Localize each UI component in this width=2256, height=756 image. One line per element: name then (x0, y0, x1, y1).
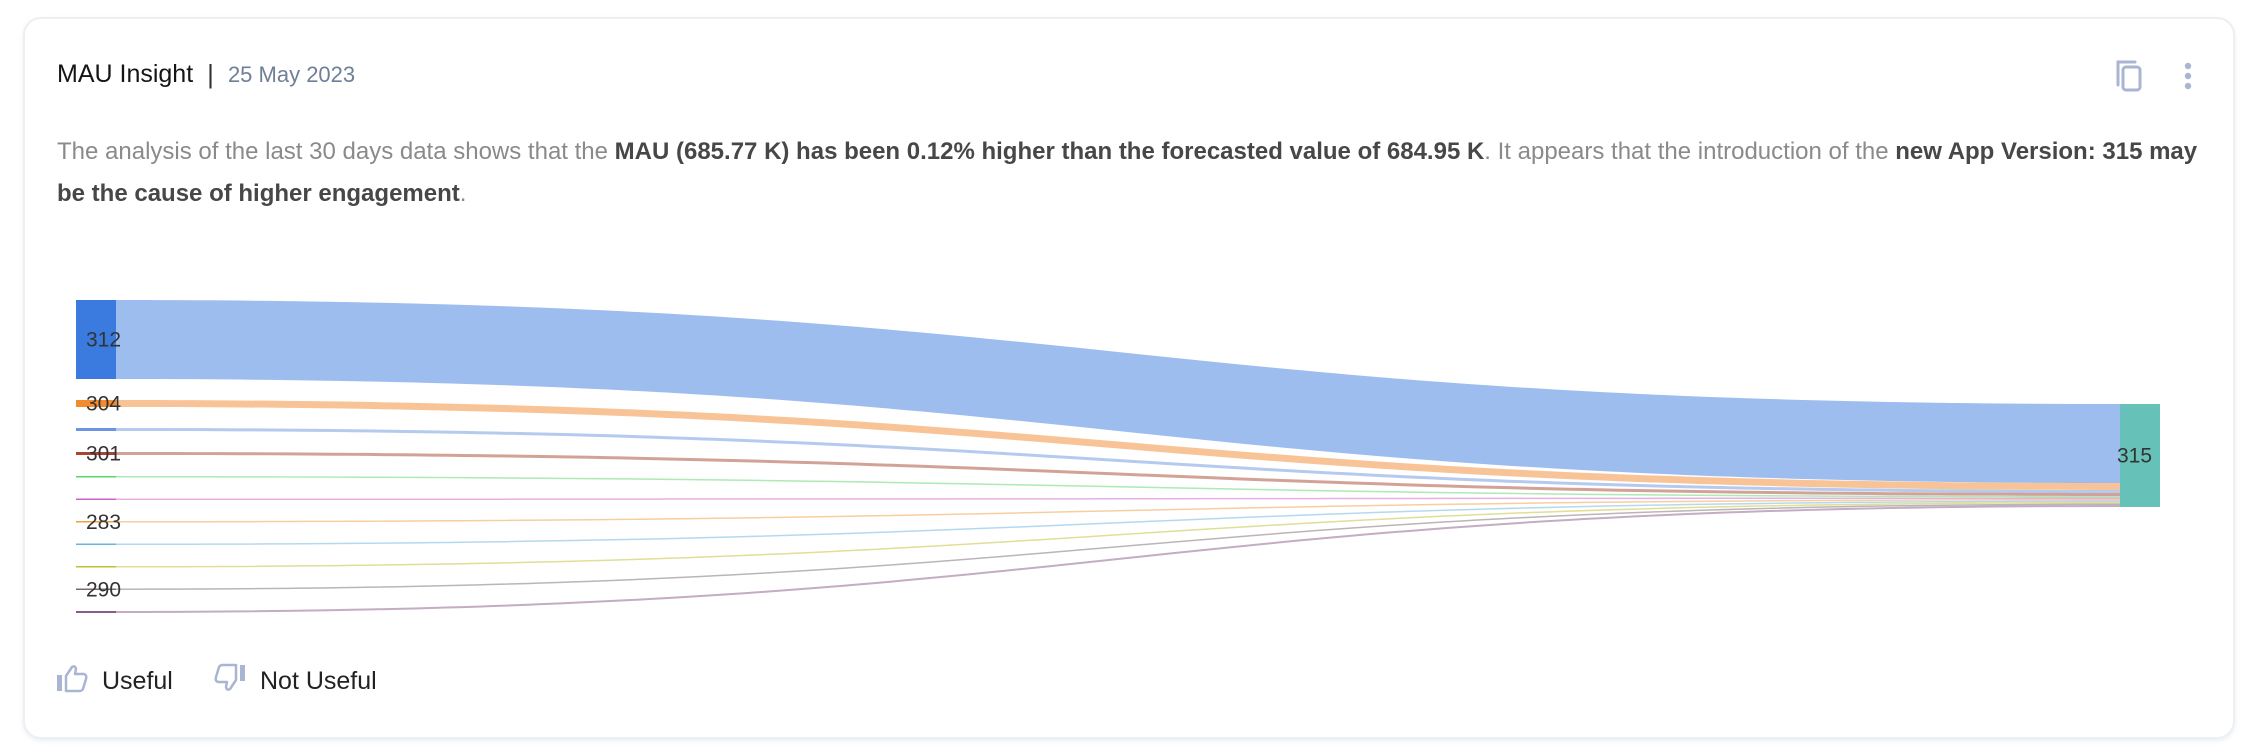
sankey-source-node (76, 543, 116, 545)
title-separator: | (207, 59, 214, 89)
copy-icon[interactable] (2115, 59, 2143, 98)
sankey-source-node (76, 498, 116, 500)
sankey-link (116, 497, 2120, 500)
sankey-node-label: 283 (86, 511, 121, 534)
more-vertical-icon[interactable] (2183, 61, 2193, 96)
useful-label: Useful (102, 667, 173, 695)
sankey-link (116, 452, 2120, 496)
thumbs-down-icon (214, 663, 246, 700)
useful-button[interactable]: Useful (56, 663, 173, 700)
sankey-source-node (76, 400, 116, 407)
sankey-link (116, 502, 2120, 568)
sankey-link (116, 300, 2120, 483)
not-useful-button[interactable]: Not Useful (214, 663, 377, 700)
sankey-source-node (76, 428, 116, 431)
sankey-target-node (2120, 404, 2160, 507)
card-title: MAU Insight (57, 60, 194, 88)
sankey-link (116, 499, 2120, 523)
thumbs-up-icon (56, 663, 88, 700)
sankey-node-label: 290 (86, 578, 121, 601)
summary-highlight: new App Version: 315 may be the cause of… (57, 138, 2198, 207)
sankey-link (116, 400, 2120, 490)
sankey-source-node (76, 611, 116, 613)
sankey-source-node (76, 300, 116, 379)
sankey-source-node (76, 452, 116, 455)
summary-highlight: MAU (685.77 K) has been 0.12% higher tha… (614, 138, 1485, 165)
sankey-link (116, 505, 2120, 613)
sankey-node-label: 304 (86, 393, 121, 416)
sankey-link (116, 476, 2120, 498)
insight-summary: The analysis of the last 30 days data sh… (57, 131, 2217, 215)
sankey-link (116, 500, 2120, 545)
sankey-node-label: 312 (86, 329, 121, 352)
sankey-source-node (76, 521, 116, 523)
summary-text: . It appears that the introduction of th… (1484, 138, 1896, 165)
card-date: 25 May 2023 (227, 61, 356, 87)
sankey-source-node (76, 588, 116, 590)
sankey-target-label: 315 (2117, 445, 2152, 468)
sankey-source-node (76, 476, 116, 478)
sankey-source-node (76, 566, 116, 568)
summary-text: . (459, 180, 467, 207)
card-header: MAU Insight | 25 May 2023 (57, 59, 355, 90)
sankey-link (116, 503, 2120, 590)
sankey-node-label: 301 (86, 443, 121, 466)
sankey-link (116, 428, 2120, 493)
summary-text: The analysis of the last 30 days data sh… (57, 138, 615, 165)
not-useful-label: Not Useful (260, 667, 377, 695)
